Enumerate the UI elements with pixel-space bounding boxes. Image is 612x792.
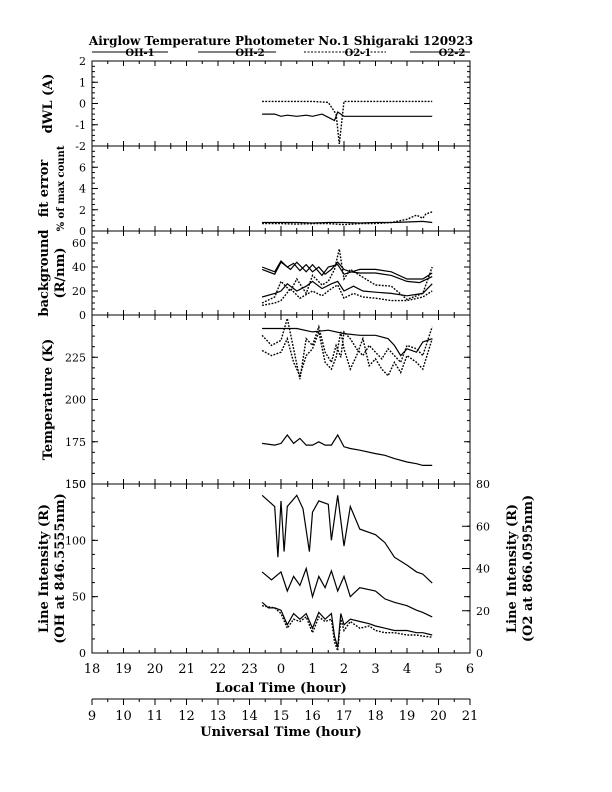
x-tick-label-local: 5: [434, 662, 442, 677]
x-tick-label-ut: 16: [304, 709, 321, 724]
x-tick-label-ut: 12: [178, 709, 195, 724]
x-tick-label-local: 0: [277, 662, 285, 677]
series-line-2: [261, 329, 433, 378]
x-axis-label-local: Local Time (hour): [215, 681, 347, 696]
legend-label-oh-2: OH-2: [235, 48, 264, 59]
series-line-3: [261, 605, 433, 651]
x-tick-label-local: 6: [466, 662, 474, 677]
series-line-0: [262, 327, 433, 357]
series-line-1: [262, 211, 433, 226]
y-tick-label: 0: [79, 647, 86, 660]
y-axis-label: background: [37, 229, 52, 316]
y-tick-label: 0: [79, 98, 86, 111]
y-right-tick-label: 80: [476, 478, 490, 491]
series-line-3: [261, 280, 433, 298]
x-tick-label-local: 23: [241, 662, 258, 677]
series-line-0: [262, 100, 433, 144]
x-tick-label-local: 1: [308, 662, 316, 677]
x-tick-label-ut: 13: [210, 709, 227, 724]
y-axis-label: Temperature (K): [41, 339, 56, 461]
x-tick-label-local: 4: [403, 662, 411, 677]
y-right-tick-label: 0: [476, 647, 483, 660]
x-tick-label-ut: 17: [336, 709, 353, 724]
panel-frame: [91, 230, 471, 316]
series-line-0: [261, 260, 433, 284]
x-tick-label-ut: 9: [88, 709, 96, 724]
x-tick-label-ut: 19: [399, 709, 416, 724]
y-tick-label: 50: [72, 591, 86, 604]
y-axis-label: dWL (A): [41, 74, 56, 134]
series-line-1: [261, 566, 433, 618]
y-tick-label: 20: [72, 285, 86, 298]
legend-label-o2-2: O2-2: [439, 48, 466, 59]
x-tick-label-ut: 10: [115, 709, 132, 724]
y-tick-label: 60: [72, 237, 86, 250]
y-right-tick-label: 60: [476, 520, 490, 533]
legend-label-oh-1: OH-1: [125, 48, 154, 59]
x-tick-label-local: 20: [147, 662, 164, 677]
y-tick-label: 6: [79, 161, 86, 174]
y-tick-label: 225: [65, 351, 86, 364]
x-tick-label-local: 18: [84, 662, 101, 677]
panel-background: 0 20 40 60 background (R/nm): [37, 229, 471, 322]
panel-dwl: -2 -1 0 1 2 dWL (A): [41, 55, 471, 153]
y-tick-label: 1: [79, 76, 86, 89]
panel-temperature: 150 175 200 225 Temperature (K): [41, 314, 471, 491]
panel-frame: [91, 60, 471, 147]
series-line-3: [262, 433, 433, 466]
y-tick-label: 150: [65, 478, 86, 491]
x-tick-label-local: 22: [210, 662, 227, 677]
y-right-axis-label-line2: (O2 at 866.0595nm): [521, 495, 536, 642]
x-tick-label-local: 2: [340, 662, 348, 677]
y-tick-label: 4: [79, 183, 86, 196]
series-line-1: [262, 111, 433, 122]
y-axis-label-line2: (OH at 846.5555nm): [53, 493, 68, 643]
panel-fit-error: 0 2 4 6 fit error % of max count: [37, 145, 471, 238]
y-axis-label-line2: (R/nm): [53, 247, 68, 298]
y-tick-label: 40: [72, 261, 86, 274]
y-tick-label: 100: [65, 534, 86, 547]
x-tick-label-local: 3: [371, 662, 379, 677]
x-tick-label-ut: 11: [147, 709, 164, 724]
series-line-2: [261, 248, 433, 304]
x-tick-label-local: 19: [115, 662, 132, 677]
x-tick-label-ut: 18: [367, 709, 384, 724]
y-axis-label: Line Intensity (R): [37, 504, 52, 633]
y-tick-label: 175: [65, 436, 86, 449]
y-right-tick-label: 40: [476, 563, 490, 576]
series-line-1: [261, 318, 433, 380]
y-tick-label: -1: [75, 119, 86, 132]
y-tick-label: 200: [65, 394, 86, 407]
panels: -2 -1 0 1 2 dWL (A) 0 2 4 6 fit error % of max coun…: [37, 55, 536, 660]
y-axis-label-line2: % of max count: [56, 145, 67, 231]
series-line-2: [261, 601, 433, 648]
y-right-tick-label: 20: [476, 605, 490, 618]
series-line-0: [261, 494, 433, 584]
x-tick-label-ut: 15: [273, 709, 290, 724]
x-axis-label-ut: Universal Time (hour): [200, 725, 362, 740]
x-tick-label-ut: 21: [462, 709, 479, 724]
y-tick-label: 150: [65, 478, 86, 491]
series-line-1: [261, 261, 433, 280]
y-axis-label: fit error: [37, 160, 52, 218]
panel-frame: [91, 145, 471, 232]
y-right-axis-label: Line Intensity (R): [505, 504, 520, 633]
y-tick-label: 0: [79, 225, 86, 238]
x-tick-label-ut: 20: [430, 709, 447, 724]
series-line-4: [261, 284, 433, 307]
legend: OH-1 OH-2 O2-1 O2-2: [92, 48, 470, 59]
x-tick-label-ut: 14: [241, 709, 258, 724]
y-tick-label: 2: [79, 55, 86, 68]
x-tick-label-local: 21: [178, 662, 195, 677]
series-line-0: [262, 220, 433, 224]
legend-label-o2-1: O2-1: [345, 48, 372, 59]
y-tick-label: 0: [79, 309, 86, 322]
y-tick-label: -2: [75, 140, 86, 153]
y-tick-label: 2: [79, 204, 86, 217]
panel-frame: [91, 314, 471, 485]
chart-title: Airglow Temperature Photometer No.1 Shig…: [88, 34, 473, 48]
